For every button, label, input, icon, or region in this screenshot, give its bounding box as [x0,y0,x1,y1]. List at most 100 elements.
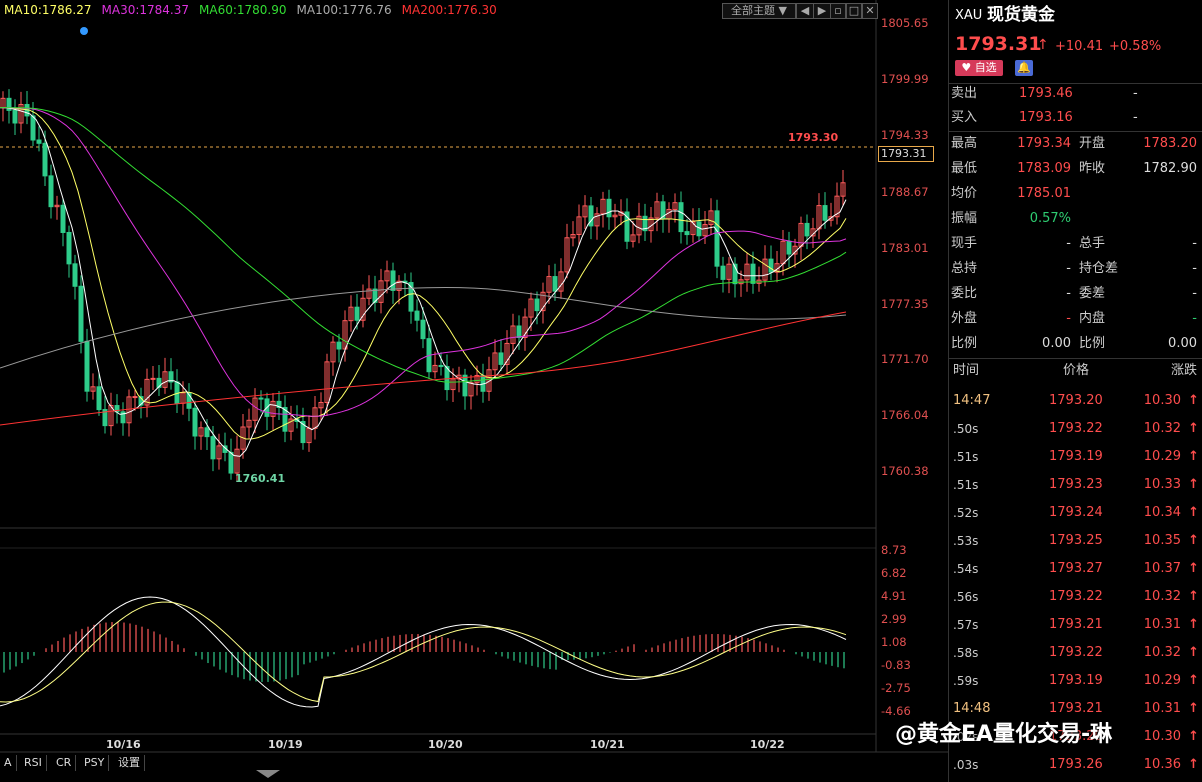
stat-value: - [1192,286,1197,301]
left-arrow-icon[interactable]: ◀ [796,3,814,19]
tick-row[interactable]: .50s 1793.22 10.32 ↑ [949,415,1202,443]
up-arrow-icon: ↑ [1188,645,1199,660]
ma-legend-item: MA60:1780.90 [199,3,287,17]
candle-body [606,198,612,218]
candle-body [66,231,72,265]
candle-body [162,371,168,388]
candle-body [108,405,114,427]
stat-value: 1783.20 [1143,136,1197,151]
candle-body [726,263,732,280]
candle-body [768,258,774,273]
candle-body [12,109,18,124]
tick-time: .57s [953,618,979,632]
tick-change: 10.32 [1143,421,1181,436]
up-arrow-icon: ↑ [1188,561,1199,576]
tick-change: 10.29 [1143,673,1181,688]
candle-body [198,427,204,437]
maximize-icon[interactable]: □ [846,3,862,19]
candle-body [408,282,414,312]
candle-body [828,216,834,221]
tick-row[interactable]: .03s 1793.26 10.36 ↑ [949,751,1202,779]
candle-body [612,214,618,218]
stat-value: 0.00 [1042,336,1071,351]
kline-chart[interactable]: MA10:1786.27 MA30:1784.37 MA60:1780.90 MA10… [0,0,948,782]
tick-time: 14:47 [953,393,991,408]
tab-a[interactable]: A [0,755,17,771]
candle-body [642,215,648,232]
tick-row[interactable]: .02s 1793.20 10.30 ↑ [949,723,1202,751]
tick-row[interactable]: 14:48 1793.21 10.31 ↑ [949,695,1202,723]
tick-row[interactable]: .53s 1793.25 10.35 ↑ [949,527,1202,555]
favorite-button[interactable]: ♥ 自选 [955,60,1003,76]
bell-icon[interactable]: 🔔 [1015,60,1033,76]
stat-label: 比例 [951,336,978,351]
tick-change: 10.33 [1143,477,1181,492]
price-axis-label: 1788.67 [881,185,929,199]
tick-time: .54s [953,562,979,576]
tab-psy[interactable]: PSY [80,755,110,771]
tick-row[interactable]: .59s 1793.19 10.29 ↑ [949,667,1202,695]
candle-body [192,407,198,437]
stat-value: - [1066,286,1071,301]
tick-change: 10.37 [1143,561,1181,576]
osc-axis-label: 2.99 [881,612,907,626]
tick-row[interactable]: .58s 1793.22 10.32 ↑ [949,639,1202,667]
price-axis-label: 1766.04 [881,408,929,422]
stat-label: 开盘 [1079,136,1106,151]
tab-cr[interactable]: CR [52,755,77,771]
tick-row[interactable]: .51s 1793.23 10.33 ↑ [949,471,1202,499]
osc-axis-label: -4.66 [881,704,911,718]
tick-time: .59s [953,674,979,688]
stat-label: 最低 [951,161,978,176]
ma-legend: MA10:1786.27 MA30:1784.37 MA60:1780.90 MA10… [4,3,507,17]
minimize-icon[interactable]: ▫ [830,3,846,19]
candle-body [522,316,528,339]
tab-rsi[interactable]: RSI [20,755,47,771]
tick-row[interactable]: .54s 1793.27 10.37 ↑ [949,555,1202,583]
tick-price: 1793.21 [1049,701,1103,716]
ma-legend-item: MA100:1776.76 [296,3,392,17]
tick-row[interactable]: .56s 1793.22 10.32 ↑ [949,583,1202,611]
tick-row[interactable]: .51s 1793.19 10.29 ↑ [949,443,1202,471]
tick-price: 1793.25 [1049,533,1103,548]
divider [949,83,1202,84]
tick-change: 10.34 [1143,505,1181,520]
stat-label: 总持 [951,261,978,276]
last-price: 1793.31 [955,33,1042,55]
candle-body [60,204,66,233]
candle-body [540,291,546,312]
bid-volume: - [1133,110,1138,125]
tick-time: .56s [953,590,979,604]
tick-row[interactable]: .52s 1793.24 10.34 ↑ [949,499,1202,527]
price-axis-label: 1799.99 [881,72,929,86]
marker-dot [80,27,88,35]
price-axis-label: 1805.65 [881,16,929,30]
candle-body [48,175,54,208]
tick-row[interactable]: 14:47 1793.20 10.30 ↑ [949,387,1202,415]
osc-axis-label: 8.73 [881,543,907,557]
candle-body [252,397,258,421]
candle-body [720,265,726,280]
stat-value: - [1066,236,1071,251]
candle-body [90,386,96,392]
candle-body [684,231,690,236]
dif-line [0,596,847,708]
osc-axis-label: -0.83 [881,658,911,672]
tick-change: 10.32 [1143,589,1181,604]
stat-label: 昨收 [1079,161,1106,176]
close-icon[interactable]: ✕ [862,3,878,19]
tick-time: .51s [953,478,979,492]
candle-body [438,364,444,368]
candle-body [102,409,108,427]
candle-body [576,216,582,236]
collapse-handle-icon[interactable] [256,770,280,778]
tick-row[interactable]: .57s 1793.21 10.31 ↑ [949,611,1202,639]
tick-time: .58s [953,646,979,660]
theme-select-label: 全部主题 [731,4,776,17]
theme-select[interactable]: 全部主题 ▼ [722,3,796,19]
candle-body [84,340,90,392]
tab-settings[interactable]: 设置 [114,755,145,771]
up-arrow-icon: ↑ [1188,393,1199,408]
right-arrow-icon[interactable]: ▶ [813,3,831,19]
chart-canvas[interactable] [0,0,948,782]
